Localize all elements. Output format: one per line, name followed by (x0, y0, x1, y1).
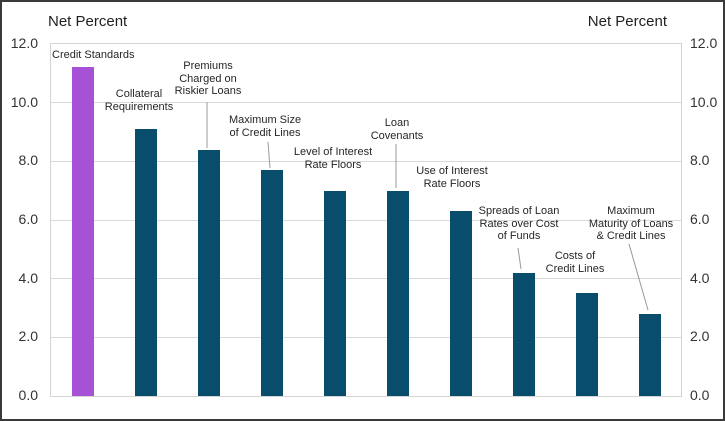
y-axis-title-left: Net Percent (48, 13, 128, 30)
y-tick-left-12.0: 12.0 (10, 35, 38, 51)
bar-maximum-maturity-of-loans-credit-lines (638, 313, 661, 396)
bar-collateral-requirements (134, 129, 157, 396)
y-axis-title-right: Net Percent (587, 13, 667, 30)
bar-maximum-size-of-credit-lines (260, 170, 283, 396)
y-axis-left: 12.0 10.0 8.0 6.0 4.0 2.0 0.0 (2, 2, 41, 419)
gridline-10.0 (51, 102, 681, 103)
plot-area (50, 43, 682, 397)
y-tick-right-10.0: 10.0 (690, 93, 718, 110)
bar-costs-of-credit-lines (575, 293, 598, 396)
bar-level-of-interest-rate-floors (323, 190, 346, 396)
y-tick-left-2.0: 2.0 (18, 328, 38, 345)
gridline-2.0 (51, 337, 681, 338)
y-axis-right: 12.0 10.0 8.0 6.0 4.0 2.0 0.0 (690, 2, 723, 419)
y-tick-right-0.0: 0.0 (690, 387, 710, 403)
y-tick-left-8.0: 8.0 (18, 152, 38, 169)
y-tick-right-12.0: 12.0 (690, 35, 718, 51)
y-tick-left-6.0: 6.0 (18, 211, 38, 227)
gridline-8.0 (51, 161, 681, 162)
bar-premiums-charged-on-riskier-loans (197, 149, 220, 396)
y-tick-left-10.0: 10.0 (10, 93, 38, 110)
bar-use-of-interest-rate-floors (449, 211, 472, 396)
y-tick-right-8.0: 8.0 (690, 152, 710, 169)
gridline-6.0 (51, 220, 681, 221)
y-tick-left-4.0: 4.0 (18, 269, 38, 286)
y-tick-left-0.0: 0.0 (18, 387, 38, 403)
bar-spreads-of-loan-rates-over-cost-of-funds (512, 272, 535, 396)
y-tick-right-2.0: 2.0 (690, 328, 710, 345)
gridline-4.0 (51, 278, 681, 279)
y-tick-right-6.0: 6.0 (690, 211, 710, 227)
y-tick-right-4.0: 4.0 (690, 269, 710, 286)
bar-credit-standards (71, 67, 94, 396)
bar-loan-covenants (386, 190, 409, 396)
